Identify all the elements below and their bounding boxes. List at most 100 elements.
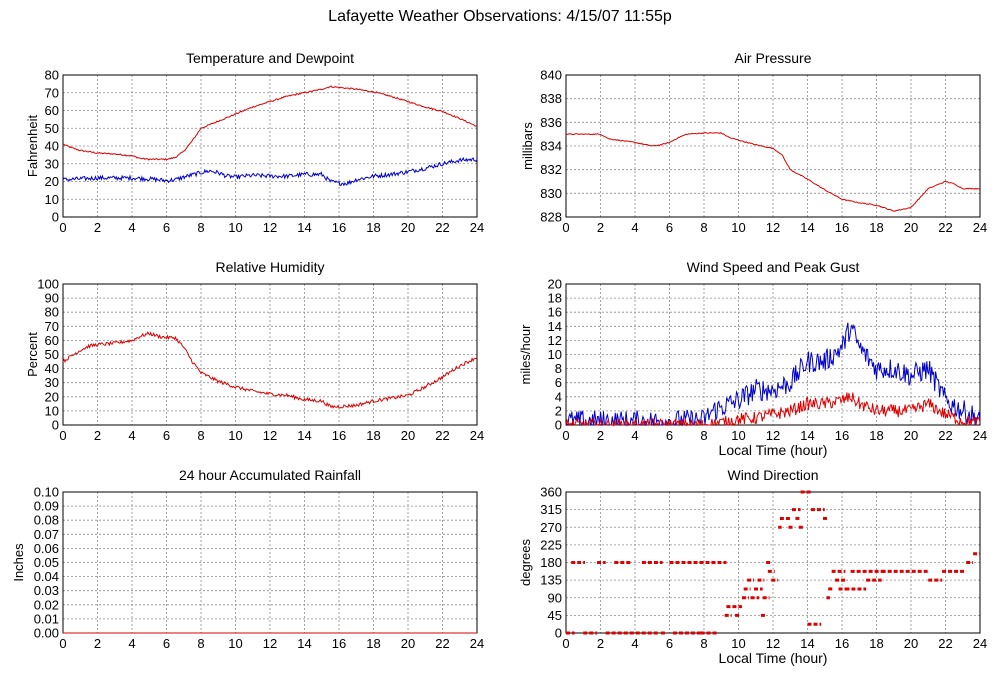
y-tick-label: 12 — [548, 333, 562, 348]
x-tick-label: 18 — [869, 220, 883, 235]
y-tick-label: 0 — [555, 626, 562, 641]
y-tick-label: 20 — [45, 389, 59, 404]
y-tick-label: 0.08 — [34, 513, 59, 528]
y-tick-label: 834 — [540, 139, 562, 154]
y-tick-label: 2 — [555, 403, 562, 418]
x-tick-label: 16 — [835, 220, 849, 235]
y-tick-label: 0.09 — [34, 499, 59, 514]
x-tick-label: 20 — [401, 220, 415, 235]
x-tick-label: 8 — [197, 636, 204, 651]
y-axis-label: Percent — [25, 332, 40, 377]
chart-title: Air Pressure — [734, 50, 811, 66]
x-tick-label: 20 — [904, 636, 918, 651]
y-tick-label: 30 — [45, 156, 59, 171]
y-axis-label: Fahrenheit — [25, 115, 40, 178]
y-tick-label: 0.00 — [34, 626, 59, 641]
x-tick-label: 4 — [631, 428, 638, 443]
y-tick-label: 828 — [540, 210, 562, 225]
x-tick-label: 2 — [94, 636, 101, 651]
y-tick-label: 10 — [548, 347, 562, 362]
plot-frame — [565, 283, 981, 426]
x-tick-label: 24 — [973, 220, 987, 235]
x-tick-label: 12 — [263, 636, 277, 651]
x-tick-label: 10 — [228, 220, 242, 235]
x-tick-label: 24 — [470, 428, 484, 443]
series-line-blue — [62, 156, 478, 187]
x-tick-label: 2 — [597, 220, 604, 235]
x-tick-label: 10 — [731, 428, 745, 443]
x-tick-label: 12 — [263, 428, 277, 443]
x-tick-label: 20 — [904, 428, 918, 443]
x-tick-label: 0 — [59, 636, 66, 651]
x-axis-label: Local Time (hour) — [719, 650, 828, 666]
chart-title: 24 hour Accumulated Rainfall — [179, 467, 361, 483]
x-tick-label: 2 — [597, 428, 604, 443]
series-direction-marks — [566, 490, 980, 635]
x-tick-label: 10 — [228, 428, 242, 443]
y-tick-label: 60 — [45, 103, 59, 118]
y-tick-label: 100 — [37, 277, 59, 292]
y-tick-label: 0.02 — [34, 597, 59, 612]
x-tick-label: 8 — [700, 428, 707, 443]
series-line-red — [62, 85, 478, 161]
x-tick-label: 12 — [766, 428, 780, 443]
x-tick-label: 8 — [197, 220, 204, 235]
y-tick-label: 360 — [540, 485, 562, 500]
x-tick-label: 2 — [94, 220, 101, 235]
y-tick-label: 10 — [45, 403, 59, 418]
x-tick-label: 14 — [297, 428, 311, 443]
x-tick-label: 16 — [332, 636, 346, 651]
y-tick-label: 315 — [540, 502, 562, 517]
y-tick-label: 0.03 — [34, 583, 59, 598]
y-tick-label: 8 — [555, 361, 562, 376]
y-tick-label: 832 — [540, 162, 562, 177]
y-tick-label: 6 — [555, 375, 562, 390]
x-axis-label: Local Time (hour) — [719, 442, 828, 458]
x-tick-label: 6 — [163, 220, 170, 235]
x-tick-label: 4 — [128, 636, 135, 651]
y-tick-label: 135 — [540, 573, 562, 588]
x-tick-label: 16 — [835, 636, 849, 651]
series-line-red — [62, 331, 478, 409]
y-tick-label: 0 — [555, 418, 562, 433]
x-tick-label: 8 — [700, 220, 707, 235]
x-tick-label: 6 — [163, 428, 170, 443]
y-axis-label: millibars — [520, 122, 535, 170]
y-tick-label: 180 — [540, 555, 562, 570]
x-tick-label: 12 — [766, 220, 780, 235]
y-tick-label: 830 — [540, 186, 562, 201]
y-tick-label: 10 — [45, 192, 59, 207]
x-tick-label: 10 — [731, 220, 745, 235]
x-tick-label: 8 — [700, 636, 707, 651]
y-tick-label: 0 — [52, 418, 59, 433]
x-tick-label: 10 — [731, 636, 745, 651]
plot-frame — [62, 283, 478, 426]
x-tick-label: 20 — [401, 428, 415, 443]
y-tick-label: 4 — [555, 389, 562, 404]
x-tick-label: 12 — [263, 220, 277, 235]
x-tick-label: 6 — [666, 636, 673, 651]
y-tick-label: 40 — [45, 361, 59, 376]
y-tick-label: 50 — [45, 121, 59, 136]
x-tick-label: 22 — [435, 428, 449, 443]
x-tick-label: 6 — [666, 220, 673, 235]
x-tick-label: 12 — [766, 636, 780, 651]
y-tick-label: 60 — [45, 333, 59, 348]
x-tick-label: 0 — [59, 428, 66, 443]
y-axis-label: degrees — [518, 539, 533, 586]
x-tick-label: 14 — [800, 636, 814, 651]
y-tick-label: 40 — [45, 139, 59, 154]
series-line-red — [566, 131, 981, 212]
x-tick-label: 0 — [59, 220, 66, 235]
page-title: Lafayette Weather Observations: 4/15/07 … — [328, 8, 672, 25]
y-tick-label: 0.06 — [34, 541, 59, 556]
x-tick-label: 4 — [128, 220, 135, 235]
x-tick-label: 14 — [800, 220, 814, 235]
y-axis-label: miles/hour — [518, 324, 533, 385]
x-tick-label: 18 — [366, 428, 380, 443]
y-tick-label: 80 — [45, 305, 59, 320]
y-tick-label: 0.05 — [34, 555, 59, 570]
